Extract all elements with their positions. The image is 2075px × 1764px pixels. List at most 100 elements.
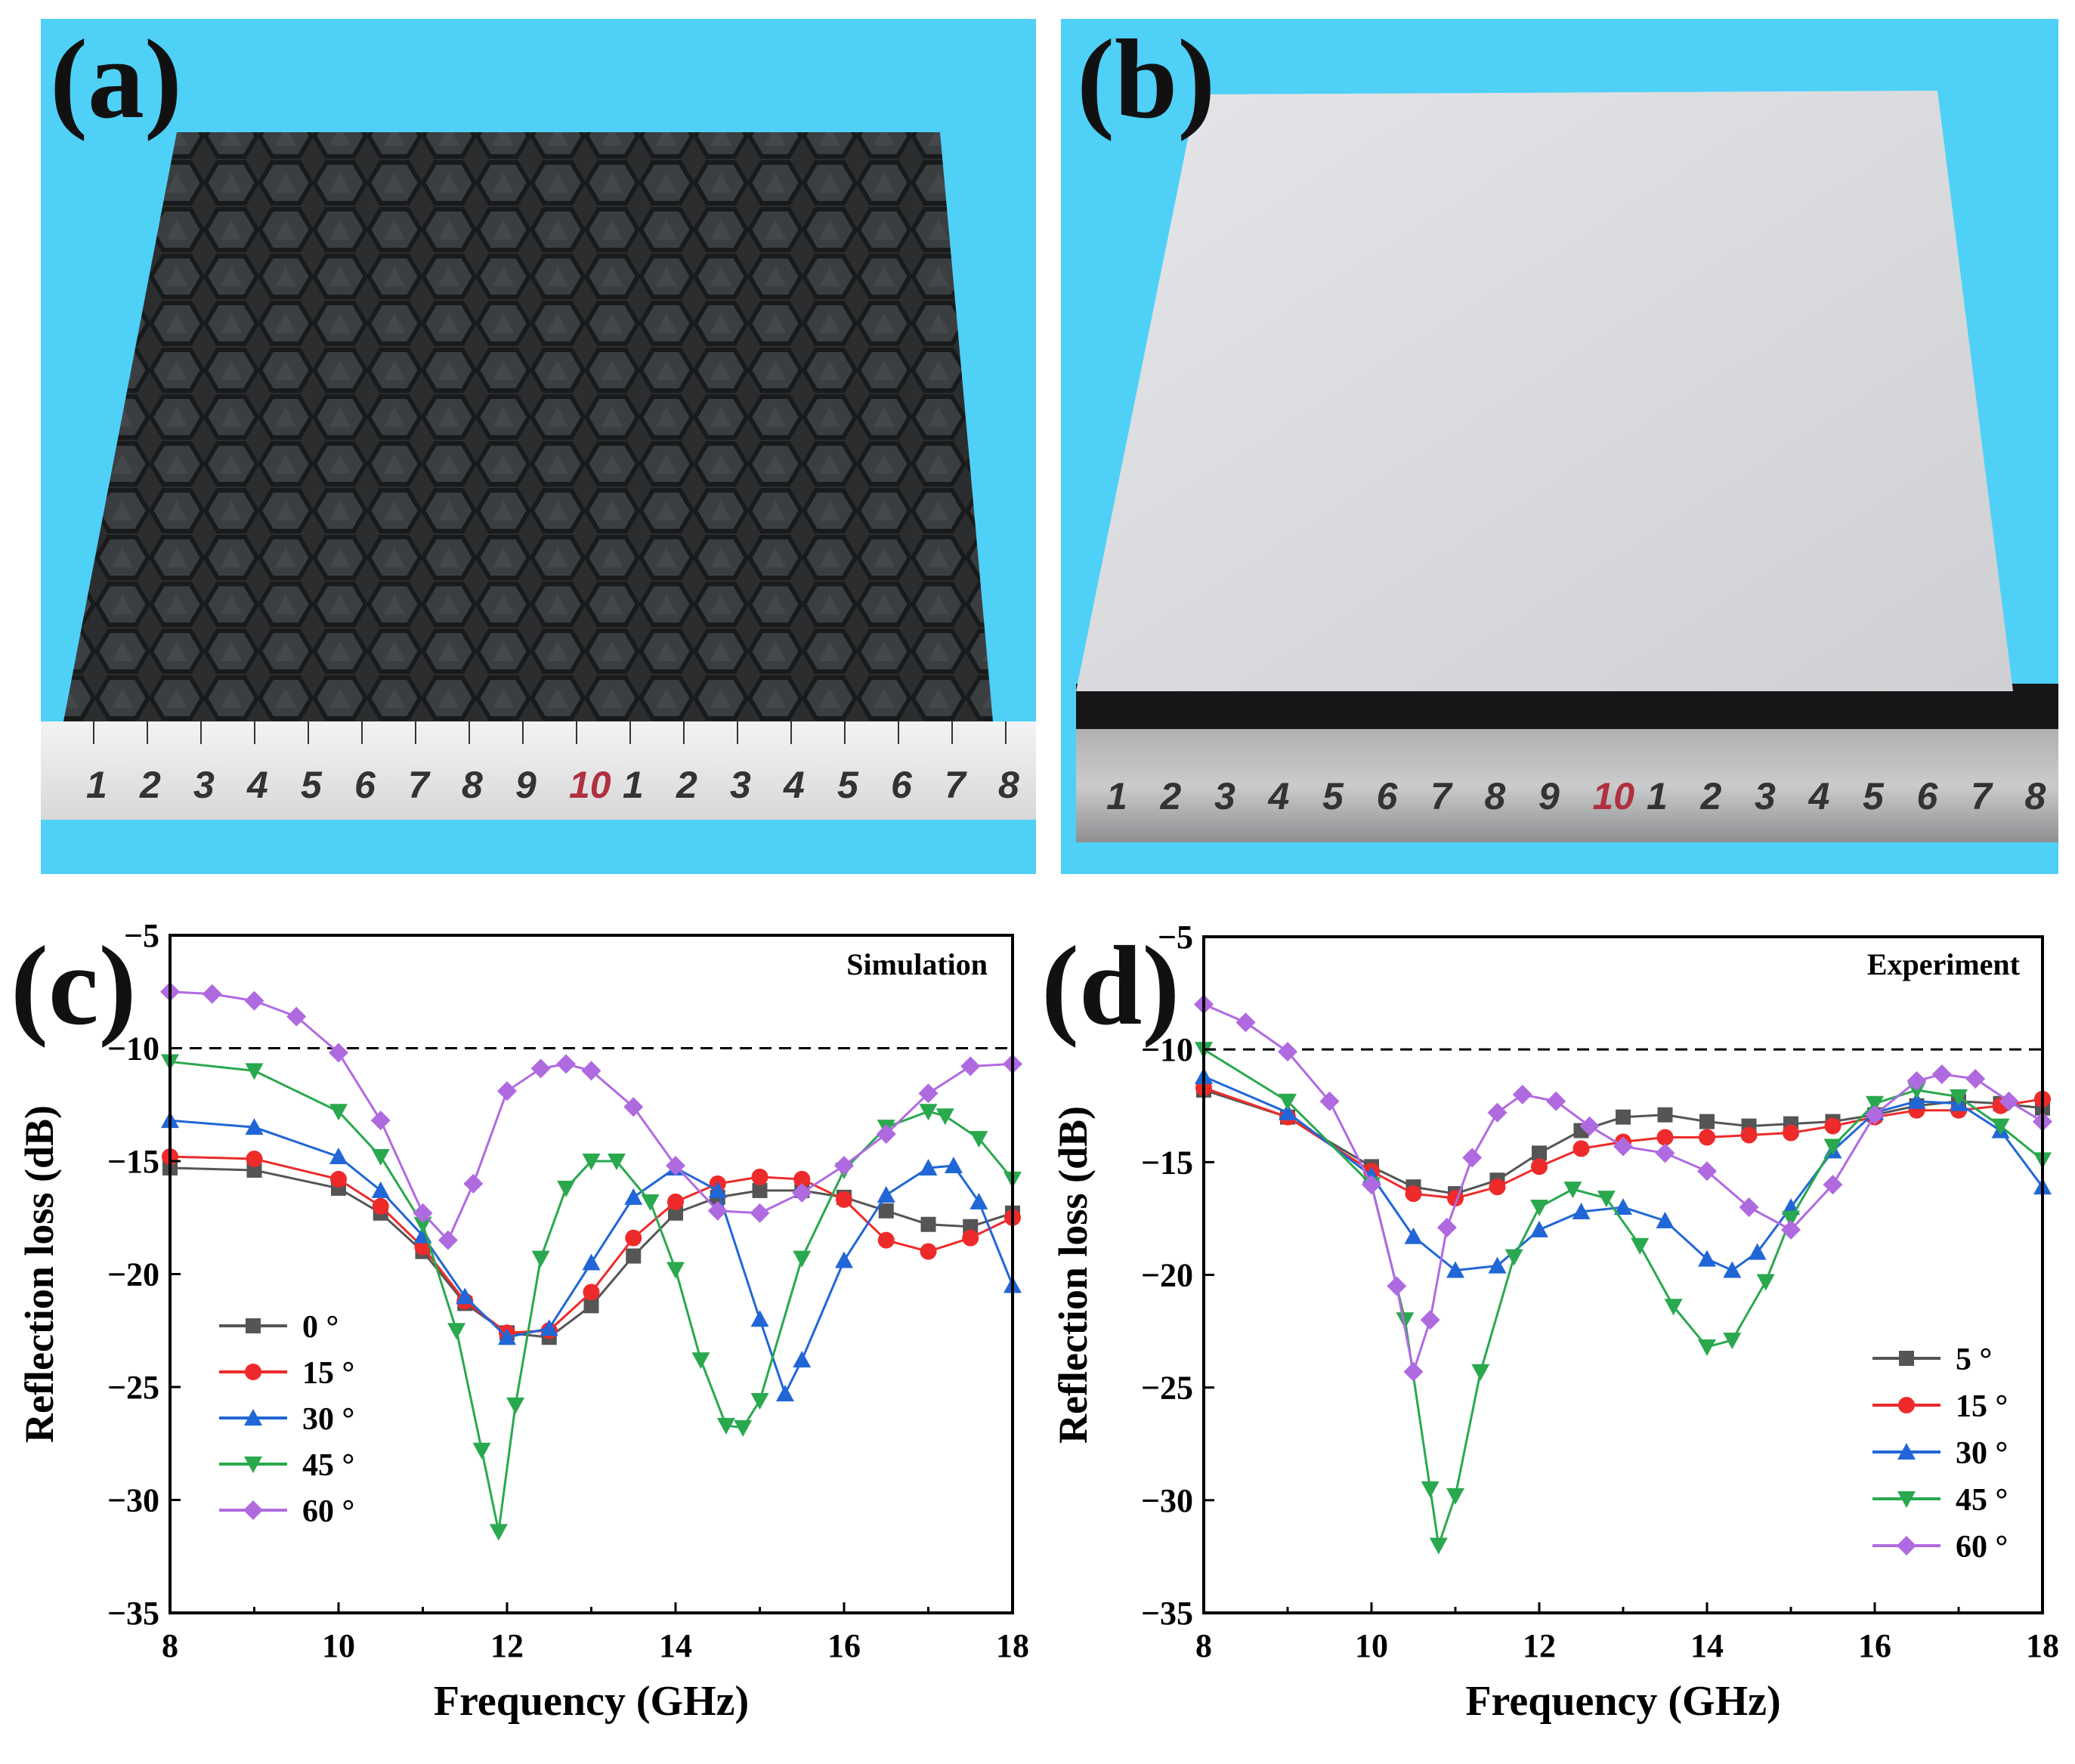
- data-point: [1446, 1261, 1464, 1278]
- data-point: [944, 1156, 963, 1173]
- legend-marker: [243, 1500, 263, 1520]
- y-tick-label: −10: [1141, 1031, 1193, 1068]
- data-point: [878, 1203, 894, 1219]
- legend-marker: [1897, 1536, 1916, 1555]
- data-point: [1512, 1084, 1532, 1104]
- data-point: [531, 1250, 550, 1268]
- legend-label: 30 °: [302, 1402, 354, 1437]
- data-point: [834, 1155, 854, 1175]
- ruler-number: 5: [837, 764, 858, 806]
- plot-frame: [169, 934, 1014, 1614]
- data-point: [582, 1154, 601, 1170]
- ruler-number: 7: [945, 764, 966, 806]
- y-tick-label: −25: [107, 1369, 159, 1406]
- data-point: [530, 1058, 551, 1079]
- ruler-number: 2: [676, 764, 697, 806]
- data-point: [716, 1417, 735, 1435]
- data-point: [413, 1203, 433, 1223]
- x-tick-label: 10: [1355, 1627, 1388, 1664]
- photo-b: 1 2 3 4 5 6 7 8 9 10 1 2 3 4 5 6 7 8: [1061, 19, 2058, 874]
- data-point: [472, 1442, 491, 1460]
- data-point: [752, 1182, 768, 1198]
- legend-label: 30 °: [1956, 1436, 2008, 1471]
- data-point: [969, 1192, 988, 1209]
- y-tick-label: −15: [107, 1143, 159, 1180]
- series-4: [160, 981, 1022, 1250]
- ruler-number: 9: [1538, 775, 1560, 817]
- data-point: [918, 1083, 939, 1104]
- data-point: [1489, 1179, 1506, 1196]
- data-point: [1657, 1107, 1673, 1123]
- data-point: [1387, 1276, 1407, 1296]
- data-point: [498, 1328, 516, 1345]
- data-point: [244, 990, 264, 1011]
- data-point: [1740, 1126, 1758, 1144]
- ruler-number: 7: [1971, 775, 1992, 817]
- legend-marker: [1897, 1443, 1916, 1460]
- data-point: [438, 1230, 458, 1250]
- legend-item: 5 °: [1872, 1342, 1992, 1377]
- ruler-number: 2: [1160, 775, 1182, 817]
- data-point: [497, 1081, 517, 1101]
- ruler-number: 1: [1106, 775, 1127, 817]
- data-point: [329, 1104, 348, 1121]
- data-point: [372, 1197, 389, 1215]
- legend-marker: [1897, 1491, 1916, 1508]
- data-point: [1279, 1103, 1297, 1120]
- y-tick-label: −10: [107, 1030, 159, 1067]
- ruler-number: 5: [1863, 775, 1884, 817]
- data-point: [1616, 1109, 1631, 1125]
- data-point: [1756, 1274, 1775, 1291]
- data-point: [750, 1310, 769, 1327]
- data-point: [1723, 1333, 1742, 1350]
- data-point: [463, 1173, 484, 1194]
- data-point: [1488, 1256, 1507, 1274]
- x-tick-label: 16: [827, 1627, 861, 1664]
- data-point: [245, 1118, 264, 1135]
- data-point: [641, 1194, 660, 1211]
- data-point: [246, 1162, 262, 1178]
- ruler-number: 7: [408, 764, 429, 806]
- ruler-a: [41, 721, 1036, 820]
- data-point: [751, 1168, 768, 1185]
- data-point: [1563, 1182, 1582, 1199]
- data-point: [792, 1182, 812, 1203]
- ruler-number: 10: [1592, 775, 1635, 817]
- legend-marker: [244, 1457, 262, 1473]
- data-point: [329, 1043, 348, 1063]
- series-line: [1203, 1048, 2043, 1546]
- data-point: [876, 1124, 896, 1145]
- x-axis-label: Frequency (GHz): [434, 1678, 749, 1725]
- data-point: [960, 1056, 981, 1077]
- y-tick-label: −30: [107, 1482, 159, 1519]
- y-tick-label: −35: [1141, 1595, 1193, 1632]
- data-point: [1279, 1093, 1297, 1111]
- data-point: [1698, 1339, 1716, 1356]
- data-point: [1403, 1361, 1424, 1382]
- data-point: [607, 1154, 626, 1170]
- x-tick-label: 8: [1195, 1627, 1212, 1664]
- data-point: [540, 1319, 558, 1336]
- series-line: [169, 990, 1013, 1243]
- data-point: [246, 1151, 263, 1168]
- data-point: [1614, 1198, 1632, 1215]
- legend-label: 60 °: [1956, 1530, 2008, 1565]
- data-point: [1697, 1161, 1717, 1182]
- legend-label: 0 °: [302, 1310, 339, 1345]
- data-point: [919, 1104, 938, 1121]
- data-point: [668, 1205, 683, 1221]
- data-point: [775, 1384, 794, 1401]
- cover-plate: [1076, 91, 2013, 691]
- panel-label-d: (d): [1041, 923, 1180, 1049]
- data-point: [1278, 1042, 1297, 1062]
- data-point: [1699, 1129, 1715, 1146]
- data-point: [1532, 1145, 1547, 1161]
- data-point: [666, 1155, 685, 1175]
- data-point: [920, 1243, 937, 1260]
- data-point: [625, 1229, 642, 1247]
- y-tick-label: −35: [107, 1595, 159, 1632]
- legend-item: 15 °: [219, 1356, 354, 1391]
- data-point: [666, 1262, 685, 1279]
- series-line: [1203, 1003, 2043, 1376]
- ruler-number: 4: [1808, 775, 1830, 817]
